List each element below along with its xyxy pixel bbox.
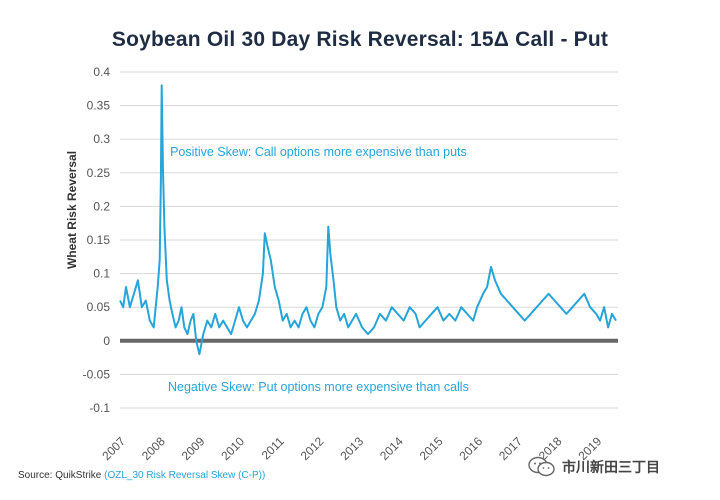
x-tick-label: 2008 — [139, 434, 168, 463]
x-tick-label: 2017 — [496, 434, 525, 463]
wechat-icon — [528, 456, 556, 478]
series-lines — [119, 84, 617, 356]
y-tick-label: 0 — [103, 334, 110, 348]
source-line: Source: QuikStrike (OZL_30 Risk Reversal… — [18, 470, 265, 481]
y-tick-label: 0.35 — [87, 99, 111, 113]
watermark: 市川新田三丁目 — [528, 456, 660, 478]
y-tick-label: 0.05 — [87, 300, 111, 314]
y-tick-label: -0.1 — [89, 401, 110, 415]
y-tick-label: 0.15 — [87, 233, 111, 247]
y-tick-label: 0.25 — [87, 166, 111, 180]
x-tick-label: 2011 — [259, 434, 287, 462]
annotations: Positive Skew: Call options more expensi… — [168, 145, 469, 394]
x-tick-label: 2014 — [377, 434, 406, 463]
annotation: Negative Skew: Put options more expensiv… — [168, 380, 469, 394]
x-tick-label: 2009 — [179, 434, 208, 463]
x-tick-label: 2013 — [337, 434, 366, 463]
source-label: Source: QuikStrike — [18, 470, 102, 481]
x-tick-label: 2015 — [417, 434, 446, 463]
y-tick-label: -0.05 — [83, 367, 111, 381]
chart-title: Soybean Oil 30 Day Risk Reversal: 15Δ Ca… — [111, 28, 609, 51]
y-tick-label: 0.3 — [93, 132, 110, 146]
x-tick-label: 2012 — [298, 434, 327, 463]
y-tick-label: 0.1 — [93, 267, 110, 281]
series-line — [119, 84, 617, 356]
y-tick-label: 0.2 — [93, 199, 110, 213]
grid-lines — [120, 71, 618, 409]
annotation: Positive Skew: Call options more expensi… — [170, 145, 467, 159]
x-tick-label: 2007 — [99, 434, 128, 463]
x-tick-label: 2016 — [456, 434, 485, 463]
x-tick-label: 2010 — [218, 434, 247, 463]
y-axis-label: Wheat Risk Reversal — [65, 151, 79, 269]
source-code: (OZL_30 Risk Reversal Skew (C-P)) — [104, 470, 266, 481]
y-tick-label: 0.4 — [93, 65, 110, 79]
y-tick-labels: 0.4 0.35 0.3 0.25 0.2 0.15 0.1 0.05 0 -0.05 -0.1 — [83, 65, 111, 415]
watermark-text: 市川新田三丁目 — [562, 460, 660, 476]
